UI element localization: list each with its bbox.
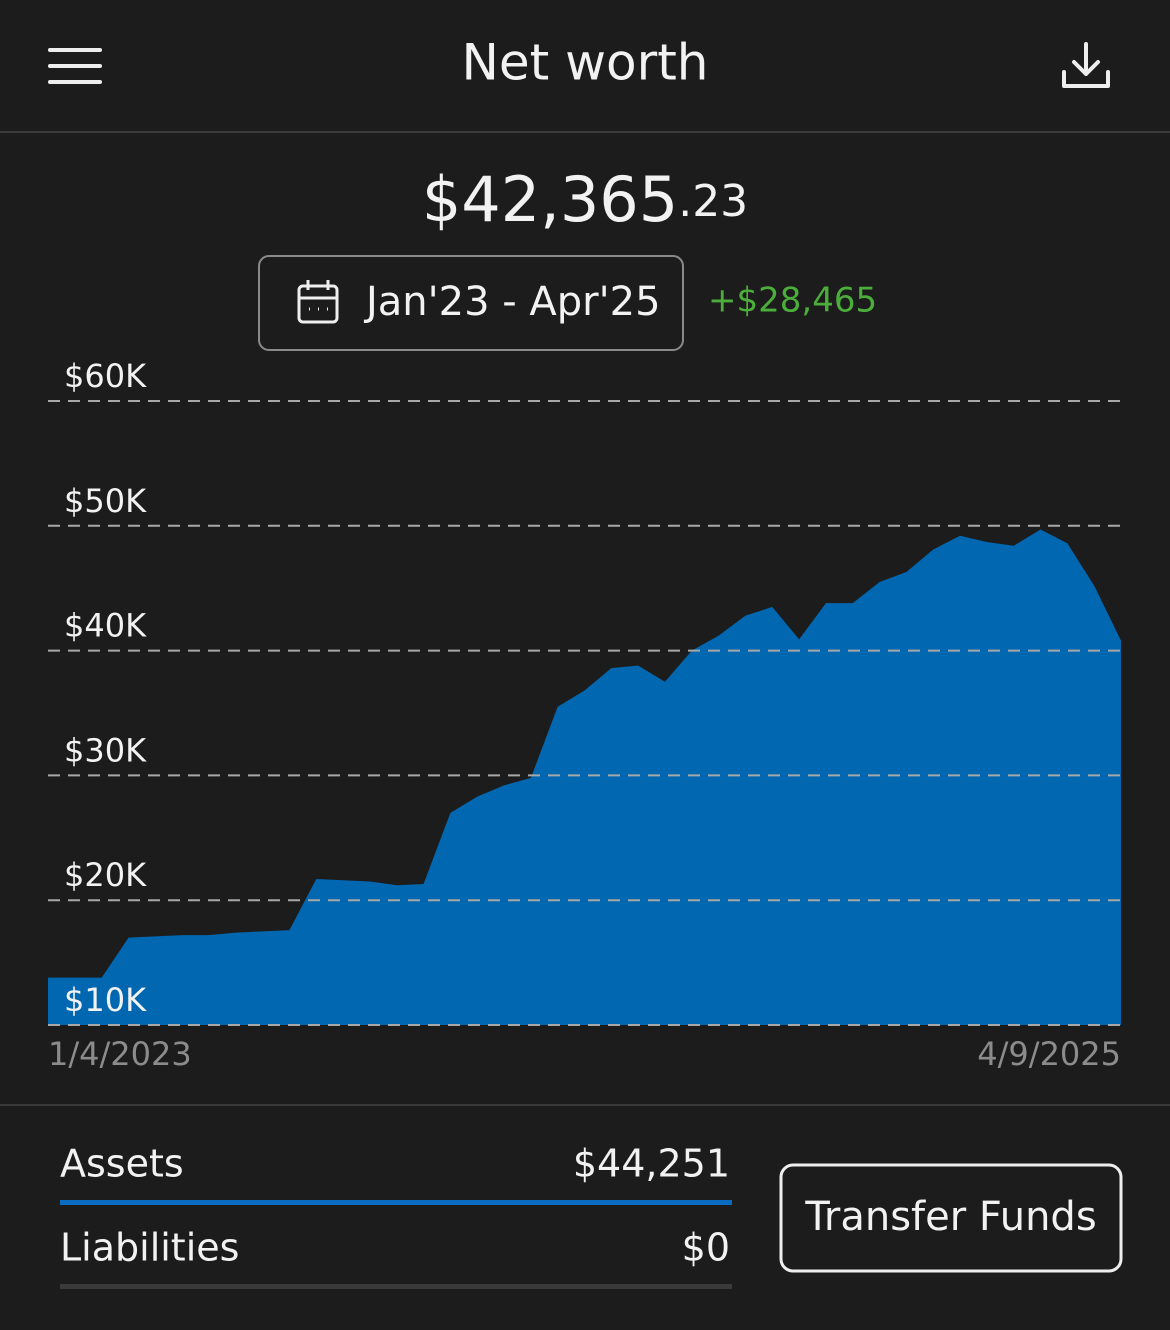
amount-cents: .23 [678, 176, 748, 227]
change-amount: +$28,465 [708, 281, 877, 321]
net-worth-amount: $42,365.23 [422, 163, 748, 236]
menu-bar [48, 64, 102, 68]
transfer-button[interactable]: Transfer Funds [779, 1163, 1123, 1273]
date-range-button[interactable]: Jan'23 - Apr'25 [258, 255, 684, 351]
y-tick-label: $60K [64, 357, 147, 395]
y-tick-label: $30K [64, 731, 147, 769]
download-tray [1062, 70, 1110, 88]
x-tick-label: 4/9/2025 [977, 1035, 1121, 1073]
date-range-label: Jan'23 - Apr'25 [363, 279, 661, 325]
y-tick-label: $50K [64, 482, 147, 520]
x-tick-label: 1/4/2023 [48, 1035, 192, 1073]
download-button[interactable] [1062, 42, 1110, 88]
transfer-border [779, 1163, 1123, 1273]
y-tick-label: $40K [64, 607, 147, 645]
page-title: Net worth [462, 34, 709, 92]
download-arrow [1072, 42, 1100, 76]
liabilities-bar [60, 1284, 732, 1289]
calendar-icon [297, 280, 339, 324]
calendar-body [297, 284, 339, 324]
menu-button[interactable] [48, 48, 102, 84]
assets-value: $44,251 [573, 1142, 730, 1186]
assets-bar [60, 1200, 732, 1205]
date-range-border [258, 255, 684, 351]
menu-bar [48, 80, 102, 84]
y-tick-label: $10K [64, 981, 147, 1019]
chart: $10K $20K $30K $40K $50K $60K 1/4/2023 4/9/2025 [48, 357, 1121, 1073]
menu-bar [48, 48, 102, 52]
amount-main: $42,365 [422, 163, 678, 236]
liabilities-label: Liabilities [60, 1226, 239, 1270]
liabilities-value: $0 [682, 1226, 730, 1270]
transfer-label: Transfer Funds [804, 1194, 1096, 1240]
assets-label: Assets [60, 1142, 184, 1186]
y-tick-label: $20K [64, 856, 147, 894]
